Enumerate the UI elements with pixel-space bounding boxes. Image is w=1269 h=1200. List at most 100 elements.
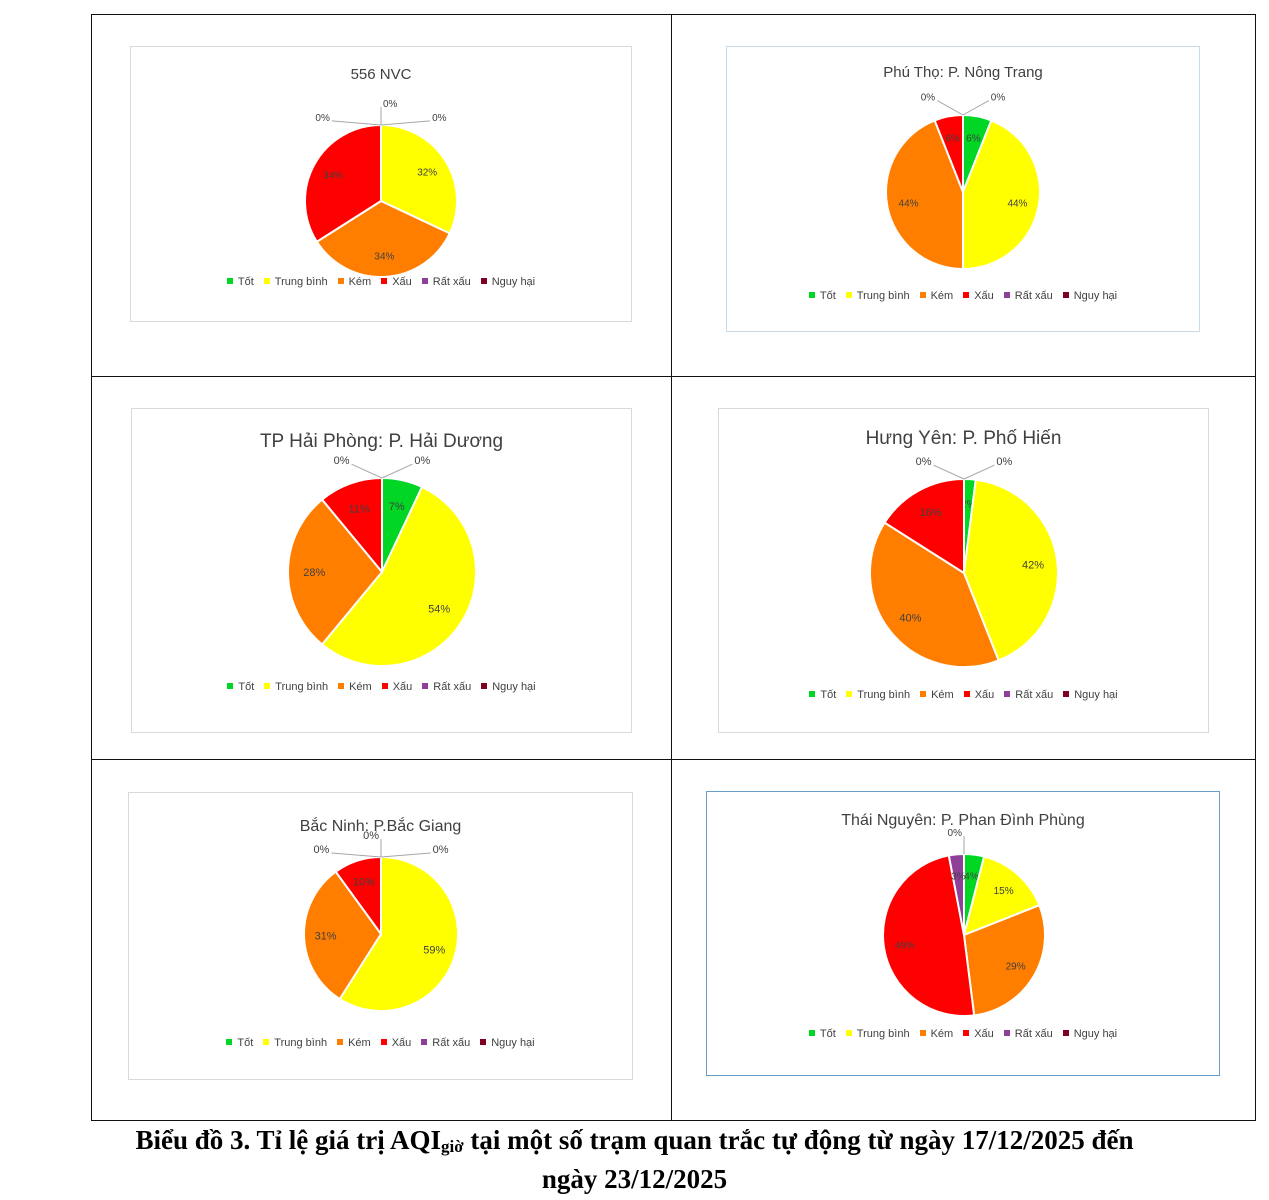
- chart-panel-hung-yen: Hưng Yên: P. Phố Hiến 2% 42% 40% 16% 0% 0% Tố…: [718, 408, 1209, 733]
- legend-item-kem: Kém: [919, 1028, 953, 1040]
- legend-label: Rất xấu: [432, 276, 471, 288]
- chart-legend: Tốt Trung bình Kém Xấu Rất xấu Nguy hại: [727, 290, 1199, 302]
- pie-slice-kem: [287, 498, 384, 646]
- pie-slice-trung-binh: [962, 478, 1059, 662]
- data-label-rat-xau: 3%: [951, 871, 966, 882]
- legend-label: Nguy hại: [1073, 290, 1118, 302]
- legend-label: Kém: [349, 681, 372, 693]
- legend-label: Tốt: [237, 276, 254, 288]
- leader-line: [331, 852, 382, 858]
- pie-slice-trung-binh: [338, 855, 459, 1012]
- data-label-trung-binh: 54%: [428, 603, 450, 615]
- legend-label: Xấu: [391, 1037, 412, 1049]
- legend-item-trung-binh: Trung bình: [845, 290, 910, 302]
- chart-legend: Tốt Trung bình Kém Xấu Rất xấu Nguy hại: [129, 1037, 632, 1049]
- legend-swatch: [845, 292, 852, 298]
- leader-line: [963, 464, 995, 480]
- pie-slice-trung-binh: [962, 119, 1041, 271]
- legend-label: Kém: [930, 290, 954, 302]
- figure-table: [91, 14, 1256, 1121]
- legend-item-nguy-hai: Nguy hại: [481, 681, 536, 693]
- data-label-trung-binh: 59%: [423, 944, 445, 956]
- legend-label: Tốt: [819, 290, 836, 302]
- legend-label: Xấu: [974, 290, 994, 302]
- chart-title: Phú Thọ: P. Nông Trang: [883, 64, 1043, 81]
- data-label-rat-xau: 0%: [363, 830, 379, 842]
- legend-swatch: [963, 1030, 970, 1036]
- legend-label: Trung bình: [274, 1037, 328, 1049]
- legend-label: Nguy hại: [491, 276, 536, 288]
- chart-panel-phu-tho: Phú Thọ: P. Nông Trang 6% 44% 44% 6% 0% 0% Tố…: [726, 46, 1200, 332]
- pie-slice-kem: [303, 870, 383, 1001]
- legend-swatch: [1063, 691, 1070, 697]
- legend-label: Kém: [348, 1037, 371, 1049]
- chart-legend: Tốt Trung bình Kém Xấu Rất xấu Nguy hại: [707, 1028, 1219, 1040]
- legend-item-rat-xau: Rất xấu: [1003, 1028, 1053, 1040]
- legend-swatch: [919, 292, 926, 298]
- legend-item-rat-xau: Rất xấu: [422, 681, 471, 693]
- legend-swatch: [919, 1030, 926, 1036]
- leader-line: [380, 120, 431, 126]
- legend-item-trung-binh: Trung bình: [263, 1037, 327, 1049]
- legend-item-trung-binh: Trung bình: [845, 1028, 910, 1040]
- data-label-xau: 6%: [945, 134, 960, 145]
- leader-line: [936, 100, 964, 116]
- legend-label: Rất xấu: [1014, 290, 1053, 302]
- caption-subscript: giờ: [440, 1137, 464, 1156]
- legend-swatch: [1062, 292, 1069, 298]
- caption-line1-prefix: Biểu đồ 3. Tỉ lệ giá trị AQI: [135, 1125, 441, 1155]
- legend-swatch: [264, 683, 271, 689]
- data-label-xau: 10%: [353, 876, 375, 888]
- legend-label: Nguy hại: [1074, 689, 1118, 701]
- data-label-rat-xau: 0%: [383, 99, 398, 110]
- legend-item-nguy-hai: Nguy hại: [1062, 290, 1118, 302]
- pie-slice-trung-binh: [962, 855, 1041, 937]
- data-label-rat-xau: 0%: [921, 93, 936, 104]
- chart-title: TP Hải Phòng: P. Hải Dương: [259, 431, 504, 452]
- data-label-kem: 29%: [1006, 962, 1026, 973]
- chart-panel-thai-nguyen: Thái Nguyên: P. Phan Đình Phùng 4% 15% 29%…: [706, 791, 1220, 1076]
- legend-item-tot: Tốt: [226, 1037, 253, 1049]
- legend-label: Rất xấu: [1015, 689, 1054, 701]
- data-label-tot: 0%: [315, 113, 330, 124]
- legend-item-kem: Kém: [919, 290, 954, 302]
- data-label-nguy-hai: 0%: [432, 113, 447, 124]
- legend-swatch: [845, 1030, 852, 1036]
- legend-item-nguy-hai: Nguy hại: [480, 276, 536, 288]
- legend-item-tot: Tốt: [809, 689, 836, 701]
- data-label-trung-binh: 42%: [1022, 559, 1044, 571]
- legend-label: Nguy hại: [491, 1037, 535, 1049]
- data-label-tot: 0%: [313, 844, 329, 856]
- legend-swatch: [480, 278, 487, 284]
- leader-line: [933, 464, 965, 480]
- legend-swatch: [381, 683, 388, 689]
- data-label-nguy-hai: 0%: [948, 828, 963, 839]
- pie-slice-trung-binh: [380, 123, 458, 235]
- data-label-nguy-hai: 0%: [433, 844, 449, 856]
- legend-swatch: [480, 1039, 487, 1045]
- legend-label: Trung bình: [857, 689, 911, 701]
- legend-item-xau: Xấu: [380, 1037, 412, 1049]
- pie-slice-kem: [869, 521, 1000, 668]
- table-row-divider: [91, 376, 1256, 377]
- leader-line: [351, 463, 383, 479]
- data-label-nguy-hai: 0%: [991, 93, 1006, 104]
- leader-line: [331, 120, 382, 126]
- figure-caption: Biểu đồ 3. Tỉ lệ giá trị AQIgiờ tại một …: [0, 1124, 1269, 1196]
- chart-legend: Tốt Trung bình Kém Xấu Rất xấu Nguy hại: [132, 681, 631, 693]
- chart-panel-hai-phong: TP Hải Phòng: P. Hải Dương 7% 54% 28% 11% 0%…: [131, 408, 632, 733]
- legend-swatch: [380, 1039, 387, 1045]
- data-label-xau: 34%: [323, 171, 343, 182]
- legend-swatch: [481, 683, 488, 689]
- data-label-nguy-hai: 0%: [414, 455, 430, 467]
- data-label-rat-xau: 0%: [334, 455, 350, 467]
- legend-label: Trung bình: [856, 290, 910, 302]
- data-label-kem: 28%: [303, 567, 325, 579]
- legend-item-tot: Tốt: [808, 290, 836, 302]
- legend-label: Trung bình: [275, 681, 329, 693]
- legend-swatch: [963, 292, 970, 298]
- legend-label: Kém: [931, 689, 954, 701]
- data-label-trung-binh: 44%: [1007, 198, 1027, 209]
- legend-item-trung-binh: Trung bình: [263, 276, 328, 288]
- legend-label: Nguy hại: [1073, 1028, 1118, 1040]
